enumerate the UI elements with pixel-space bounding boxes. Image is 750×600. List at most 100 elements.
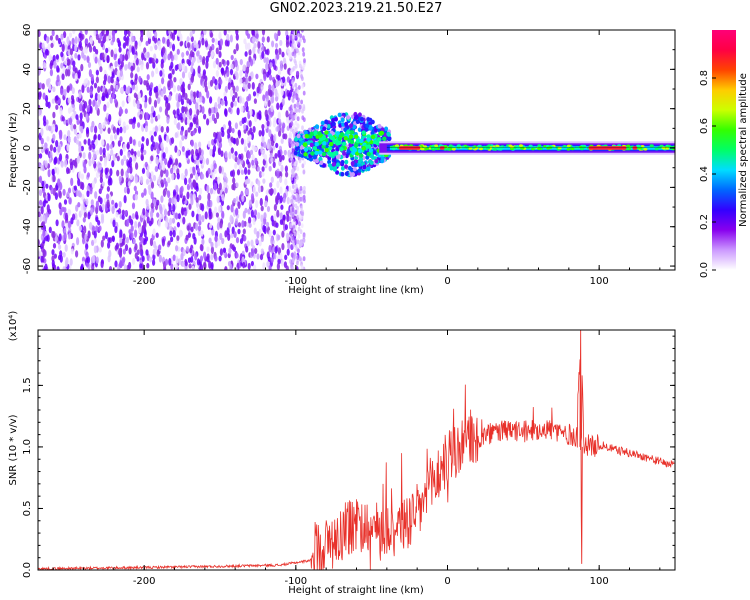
heatmap-cell [372,139,378,145]
heatmap-cell [53,157,57,164]
heatmap-cell [264,109,268,118]
heatmap-cell [239,59,243,66]
heatmap-cell [213,131,217,138]
heatmap-cell [99,155,103,162]
heatmap-cell [93,30,97,37]
heatmap-cell [83,211,87,219]
heatmap-cell [293,133,296,139]
heatmap-cell [70,217,74,225]
heatmap-cell [232,153,236,160]
heatmap-cell [67,129,71,138]
heatmap-cell [227,233,231,241]
heatmap-cell [170,61,174,69]
heatmap-cell [246,240,250,247]
heatmap-cell [281,98,285,107]
heatmap-cell [233,100,237,107]
heatmap-cell [270,105,274,113]
heatmap-cell [205,157,210,166]
heatmap-cell [85,198,89,206]
heatmap-cell [300,149,305,154]
heatmap-cell [118,175,122,183]
heatmap-cell [331,162,336,167]
heatmap-cell [125,38,129,46]
heatmap-cell [184,129,188,137]
heatmap-cell [283,149,287,156]
heatmap-cell [62,188,66,196]
heatmap-cell [87,138,91,147]
heatmap-cell [171,217,176,224]
heatmap-cell [73,127,77,135]
heatmap-cell [195,173,199,181]
heatmap-cell [118,117,122,125]
line-cell [519,144,523,147]
heatmap-cell [196,109,200,116]
heatmap-cell [135,211,139,220]
heatmap-cell [95,69,99,76]
heatmap-cell [266,142,270,149]
heatmap-cell [176,149,180,157]
heatmap-cell [77,178,81,187]
heatmap-cell [64,259,68,268]
heatmap-cell [211,151,216,158]
heatmap-cell [281,230,285,238]
heatmap-cell [67,107,72,114]
heatmap-cell [63,199,68,205]
heatmap-cell [68,32,73,38]
heatmap-cell [250,239,254,247]
heatmap-cell [175,245,179,252]
heatmap-cell [107,254,111,263]
heatmap-cell [154,31,158,39]
heatmap-cell [286,214,290,223]
heatmap-cell [128,44,132,53]
snr-scale-note: (x10⁴) [8,311,19,342]
heatmap-cell [386,131,391,137]
heatmap-cell [136,66,140,73]
heatmap-cell [251,30,255,36]
heatmap-cell [148,57,152,64]
heatmap-cell [140,154,144,162]
heatmap-cell [189,122,193,131]
heatmap-cell [38,30,41,37]
heatmap-cell [208,116,212,123]
heatmap-cell [134,252,138,260]
heatmap-cell [273,187,277,195]
heatmap-cell [150,210,154,219]
heatmap-cell [302,65,305,71]
heatmap-cell [218,255,222,262]
heatmap-cell [275,195,279,204]
heatmap-cell [123,125,127,134]
heatmap-cell [275,81,279,88]
heatmap-cell [58,153,63,162]
heatmap-cell [186,117,191,125]
heatmap-cell [78,40,82,49]
heatmap-cell [300,223,304,229]
heatmap-cell [114,202,118,209]
heatmap-cell [178,229,183,238]
heatmap-cell [273,79,277,85]
heatmap-cell [337,136,342,141]
heatmap-cell [313,130,318,135]
heatmap-cell [101,139,105,146]
heatmap-cell [110,84,114,92]
heatmap-cell [167,53,171,61]
heatmap-cell [194,142,198,150]
heatmap-cell [214,101,218,109]
y-tick-label: 1.0 [22,439,33,455]
heatmap-cell [295,175,299,181]
heatmap-cell [46,234,50,243]
heatmap-cell [186,58,190,65]
x-tick-label: 100 [590,576,609,587]
heatmap-cell [244,189,248,195]
heatmap-cell [62,252,66,258]
heatmap-cell [214,206,218,215]
heatmap-cell [291,39,295,44]
heatmap-cell [296,70,299,76]
line-cell [430,145,435,149]
heatmap-cell [193,182,197,188]
line-cell [566,148,571,151]
line-cell [391,147,396,150]
heatmap-cell [162,36,166,44]
heatmap-cell [227,222,231,229]
heatmap-cell [218,142,223,149]
heatmap-cell [268,67,272,76]
